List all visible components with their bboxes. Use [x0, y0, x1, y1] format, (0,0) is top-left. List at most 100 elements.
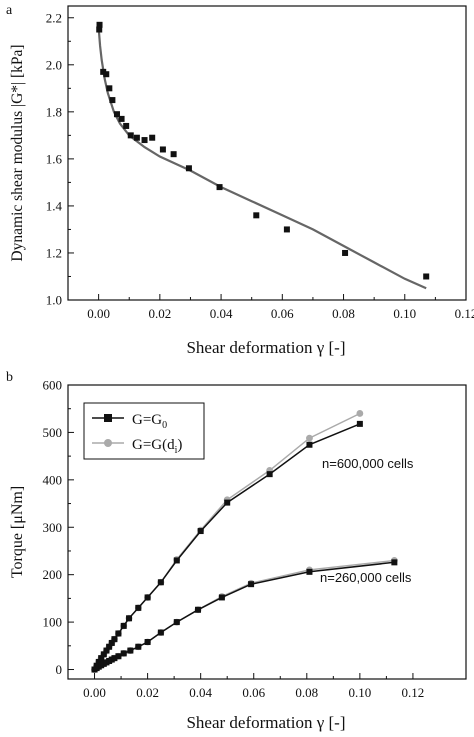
data-point-square [253, 212, 260, 219]
data-point-square [216, 184, 223, 191]
x-tick-label: 0.06 [271, 306, 294, 321]
data-point-square [95, 658, 102, 665]
data-point-square [306, 441, 313, 448]
data-point-square [133, 134, 140, 141]
x-axis: 0.00 0.02 0.04 0.06 0.08 0.10 0.12 [87, 294, 474, 321]
data-point-circle [356, 410, 364, 417]
data-point-square [120, 650, 127, 657]
y-tick-label: 400 [43, 472, 63, 487]
data-point-square [113, 111, 120, 118]
legend-entry-g0: G=G0 [92, 412, 167, 431]
legend-label: G=G0 [132, 412, 167, 431]
data-point-square [157, 629, 164, 636]
legend-label: G=G(di) [132, 437, 182, 456]
data-point-square [106, 85, 113, 92]
y-tick-label: 1.6 [46, 151, 63, 166]
data-point-square [120, 622, 127, 629]
y-tick-label: 600 [43, 378, 63, 393]
data-point-square [224, 499, 231, 506]
x-tick-label: 0.10 [348, 685, 371, 700]
data-points [96, 21, 430, 280]
x-tick-label: 0.06 [242, 685, 265, 700]
annotation-260k: n=260,000 cells [320, 570, 412, 585]
x-tick-label: 0.02 [136, 685, 159, 700]
data-point-square [283, 226, 290, 233]
data-point-square [123, 122, 130, 129]
y-tick-label: 1.0 [46, 293, 62, 308]
data-point-square [135, 604, 142, 611]
fit-curve [97, 27, 427, 290]
legend: G=G0 G=G(di) [83, 402, 205, 460]
data-point-square [96, 21, 103, 28]
data-point-square [306, 568, 313, 575]
y-tick-label: 300 [43, 520, 63, 535]
x-tick-label: 0.04 [189, 685, 212, 700]
plot-frame [67, 384, 467, 680]
y-tick-label: 1.4 [46, 198, 63, 213]
data-point-square [103, 71, 110, 78]
legend-subscript: i [175, 445, 178, 456]
x-axis: 0.00 0.02 0.04 0.06 0.08 0.10 0.12 [83, 673, 424, 700]
y-tick-label: 1.2 [46, 245, 62, 260]
x-tick-label: 0.08 [295, 685, 318, 700]
data-point-square [170, 151, 177, 158]
data-point-square [96, 26, 103, 33]
data-point-square [103, 647, 110, 654]
x-tick-label: 0.08 [332, 306, 355, 321]
data-point-square [197, 528, 204, 535]
y-tick-label: 2.0 [46, 57, 62, 72]
x-axis-label: Shear deformation γ [-] [186, 338, 345, 357]
y-tick-label: 500 [43, 425, 63, 440]
x-tick-label: 0.00 [83, 685, 106, 700]
series-g0-260k [91, 559, 398, 673]
series-line [93, 423, 361, 670]
legend-subscript: 0 [162, 420, 167, 431]
data-point-square [218, 594, 225, 601]
legend-entry-gdi: G=G(di) [92, 437, 182, 456]
data-point-square [159, 146, 166, 153]
data-point-square [111, 636, 118, 643]
data-point-square [126, 615, 133, 622]
series-g0-600k [91, 420, 363, 673]
data-point-square [423, 273, 430, 280]
x-tick-label: 0.00 [87, 306, 110, 321]
x-tick-label: 0.12 [402, 685, 425, 700]
data-point-square [100, 68, 107, 75]
data-point-square [115, 653, 122, 660]
data-point-square [173, 557, 180, 564]
panel-b-torque-chart: b 0.00 0.02 0.04 0.06 0.08 0.10 0.12 0 100 200 30… [6, 370, 467, 732]
y-tick-label: 2.2 [46, 10, 62, 25]
x-tick-label: 0.02 [148, 306, 171, 321]
y-axis-label: Dynamic shear modulus |G*| [kPa] [9, 44, 26, 261]
legend-marker-square [104, 414, 112, 422]
x-tick-label: 0.10 [393, 306, 416, 321]
annotation-600k: n=600,000 cells [322, 456, 414, 471]
data-point-square [106, 643, 113, 650]
panel-b-letter: b [6, 370, 13, 385]
data-point-square [149, 134, 156, 141]
y-axis: 0 100 200 300 400 500 600 [43, 378, 74, 677]
data-point-square [173, 619, 180, 626]
legend-box [83, 402, 205, 460]
data-point-square [248, 581, 255, 588]
data-point-square [115, 630, 122, 637]
y-tick-label: 1.8 [46, 104, 62, 119]
data-point-square [109, 97, 116, 104]
panel-a-modulus-chart: a 0.00 0.02 0.04 0.06 0.08 0.10 0.12 1.0 1.2 1.4… [6, 3, 474, 357]
data-point-square [356, 420, 363, 427]
data-point-square [111, 655, 118, 662]
y-tick-label: 0 [56, 662, 63, 677]
data-point-square [144, 594, 151, 601]
data-point-square [118, 115, 125, 122]
data-point-square [127, 132, 134, 139]
y-axis-label: Torque [μNm] [9, 486, 26, 578]
y-tick-label: 100 [43, 615, 63, 630]
plot-frame [67, 5, 467, 301]
data-point-circle [306, 434, 313, 442]
data-point-square [266, 471, 273, 478]
data-point-square [98, 655, 105, 662]
data-point-square [108, 639, 115, 646]
y-axis: 1.0 1.2 1.4 1.6 1.8 2.0 2.2 [46, 10, 74, 308]
legend-marker-circle [104, 439, 112, 447]
